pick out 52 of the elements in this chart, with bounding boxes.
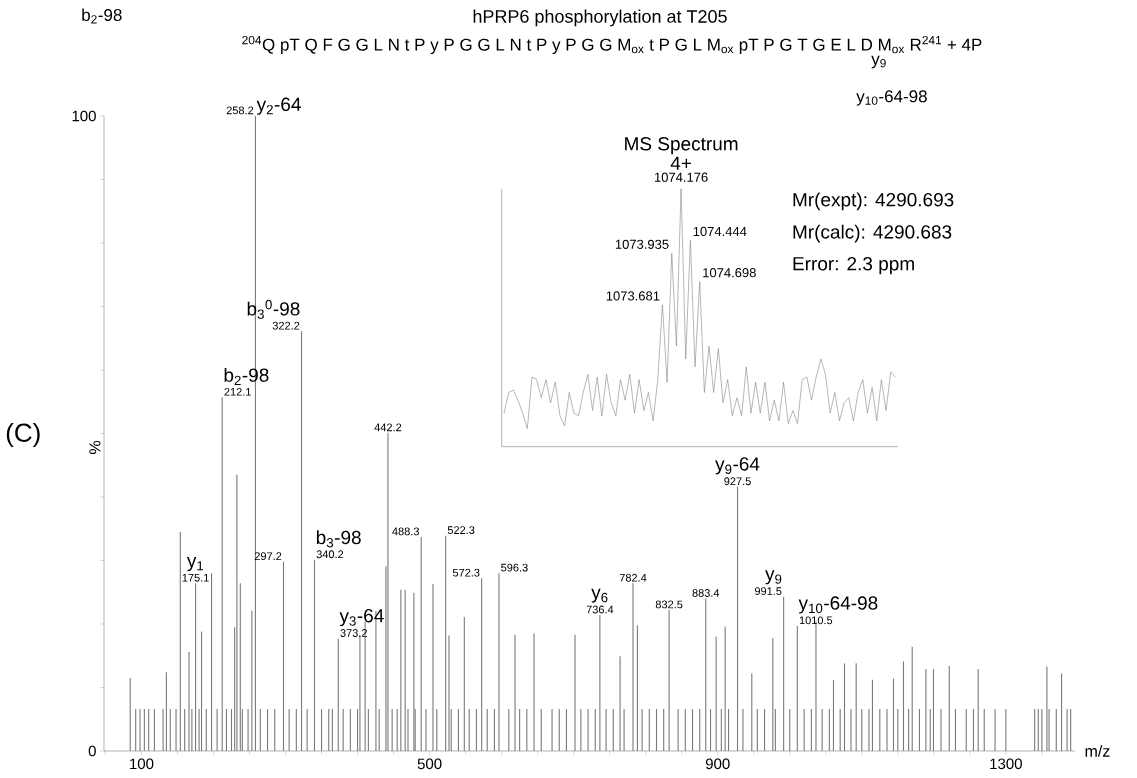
text: (C)	[6, 422, 40, 448]
annotation: y$_{2}$-64	[256, 97, 301, 115]
annotation: 258.2	[226, 106, 254, 115]
annotation: 1074.444	[693, 226, 747, 237]
x-axis-title: m/z	[1085, 745, 1110, 757]
y-axis-title: %	[89, 440, 101, 455]
chart-title: hPRP6 phosphorylation at T205	[473, 9, 727, 27]
annotation: 1073.935	[615, 239, 669, 249]
annotation: 1074.698	[703, 268, 756, 278]
text: $^{204}$Q pT Q F G G L N t P y P G G L N t P y P G G M$_{ox}$ t P G L M$_{ox}$ pT P G T G E L D M$_{ox}$ R$^{241}$ + 4P	[242, 35, 982, 55]
annotation: 883.4	[692, 589, 720, 597]
annotation: 442.2	[374, 423, 402, 432]
annotation: y$_{3}$-64	[339, 608, 384, 627]
annotation: 522.3	[447, 526, 475, 535]
annotation: y$_{9}$-64	[715, 457, 760, 475]
y-tick-label: 0	[88, 745, 96, 757]
annotation: 340.2	[316, 550, 344, 559]
annotation: 927.5	[724, 477, 751, 486]
annotation: y$_{10}$-64-98	[798, 596, 878, 614]
annotation: 212.1	[224, 387, 251, 396]
text: y$_{10}$-64-98	[856, 90, 927, 106]
annotation: y$_{6}$	[591, 588, 608, 603]
annotation: 373.2	[340, 629, 367, 637]
annotation: 782.4	[619, 573, 647, 582]
x-tick-label: 500	[417, 758, 442, 770]
annotation: y$_{1}$	[186, 557, 204, 572]
annotation: 322.2	[272, 321, 300, 330]
chart-subtitle: 4+	[670, 156, 691, 170]
annotation: 572.3	[452, 568, 480, 577]
annotation: 736.4	[586, 605, 614, 614]
annotation: Mr(calc): 4290.683	[793, 224, 952, 243]
annotation: b$_{3}$$^{0}$-98	[247, 299, 300, 319]
x-tick-label: 900	[705, 758, 730, 770]
annotation: b$_{2}$-98	[224, 367, 269, 386]
chart-title: MS Spectrum	[625, 137, 738, 155]
x-tick-label: 100	[130, 758, 154, 770]
annotation: 596.3	[501, 563, 528, 572]
annotation: 1010.5	[799, 616, 833, 625]
annotation: 1074.176	[654, 172, 708, 182]
annotation: 991.5	[754, 587, 782, 595]
annotation: 1073.681	[606, 291, 660, 301]
annotation: y$_{9}$	[765, 570, 782, 585]
annotation: b$_{3}$-98	[316, 530, 361, 548]
annotation: 488.3	[392, 527, 419, 536]
annotation: 832.5	[655, 600, 683, 609]
annotation: Error: 2.3 ppm	[793, 256, 914, 275]
x-tick-label: 1300	[990, 758, 1022, 770]
annotation: 175.1	[182, 573, 209, 582]
annotation: Mr(expt): 4290.693	[793, 192, 954, 211]
text: y$_{9}$	[871, 55, 886, 69]
text: b$_{2}$-98	[82, 8, 122, 24]
annotation: 297.2	[254, 552, 282, 561]
